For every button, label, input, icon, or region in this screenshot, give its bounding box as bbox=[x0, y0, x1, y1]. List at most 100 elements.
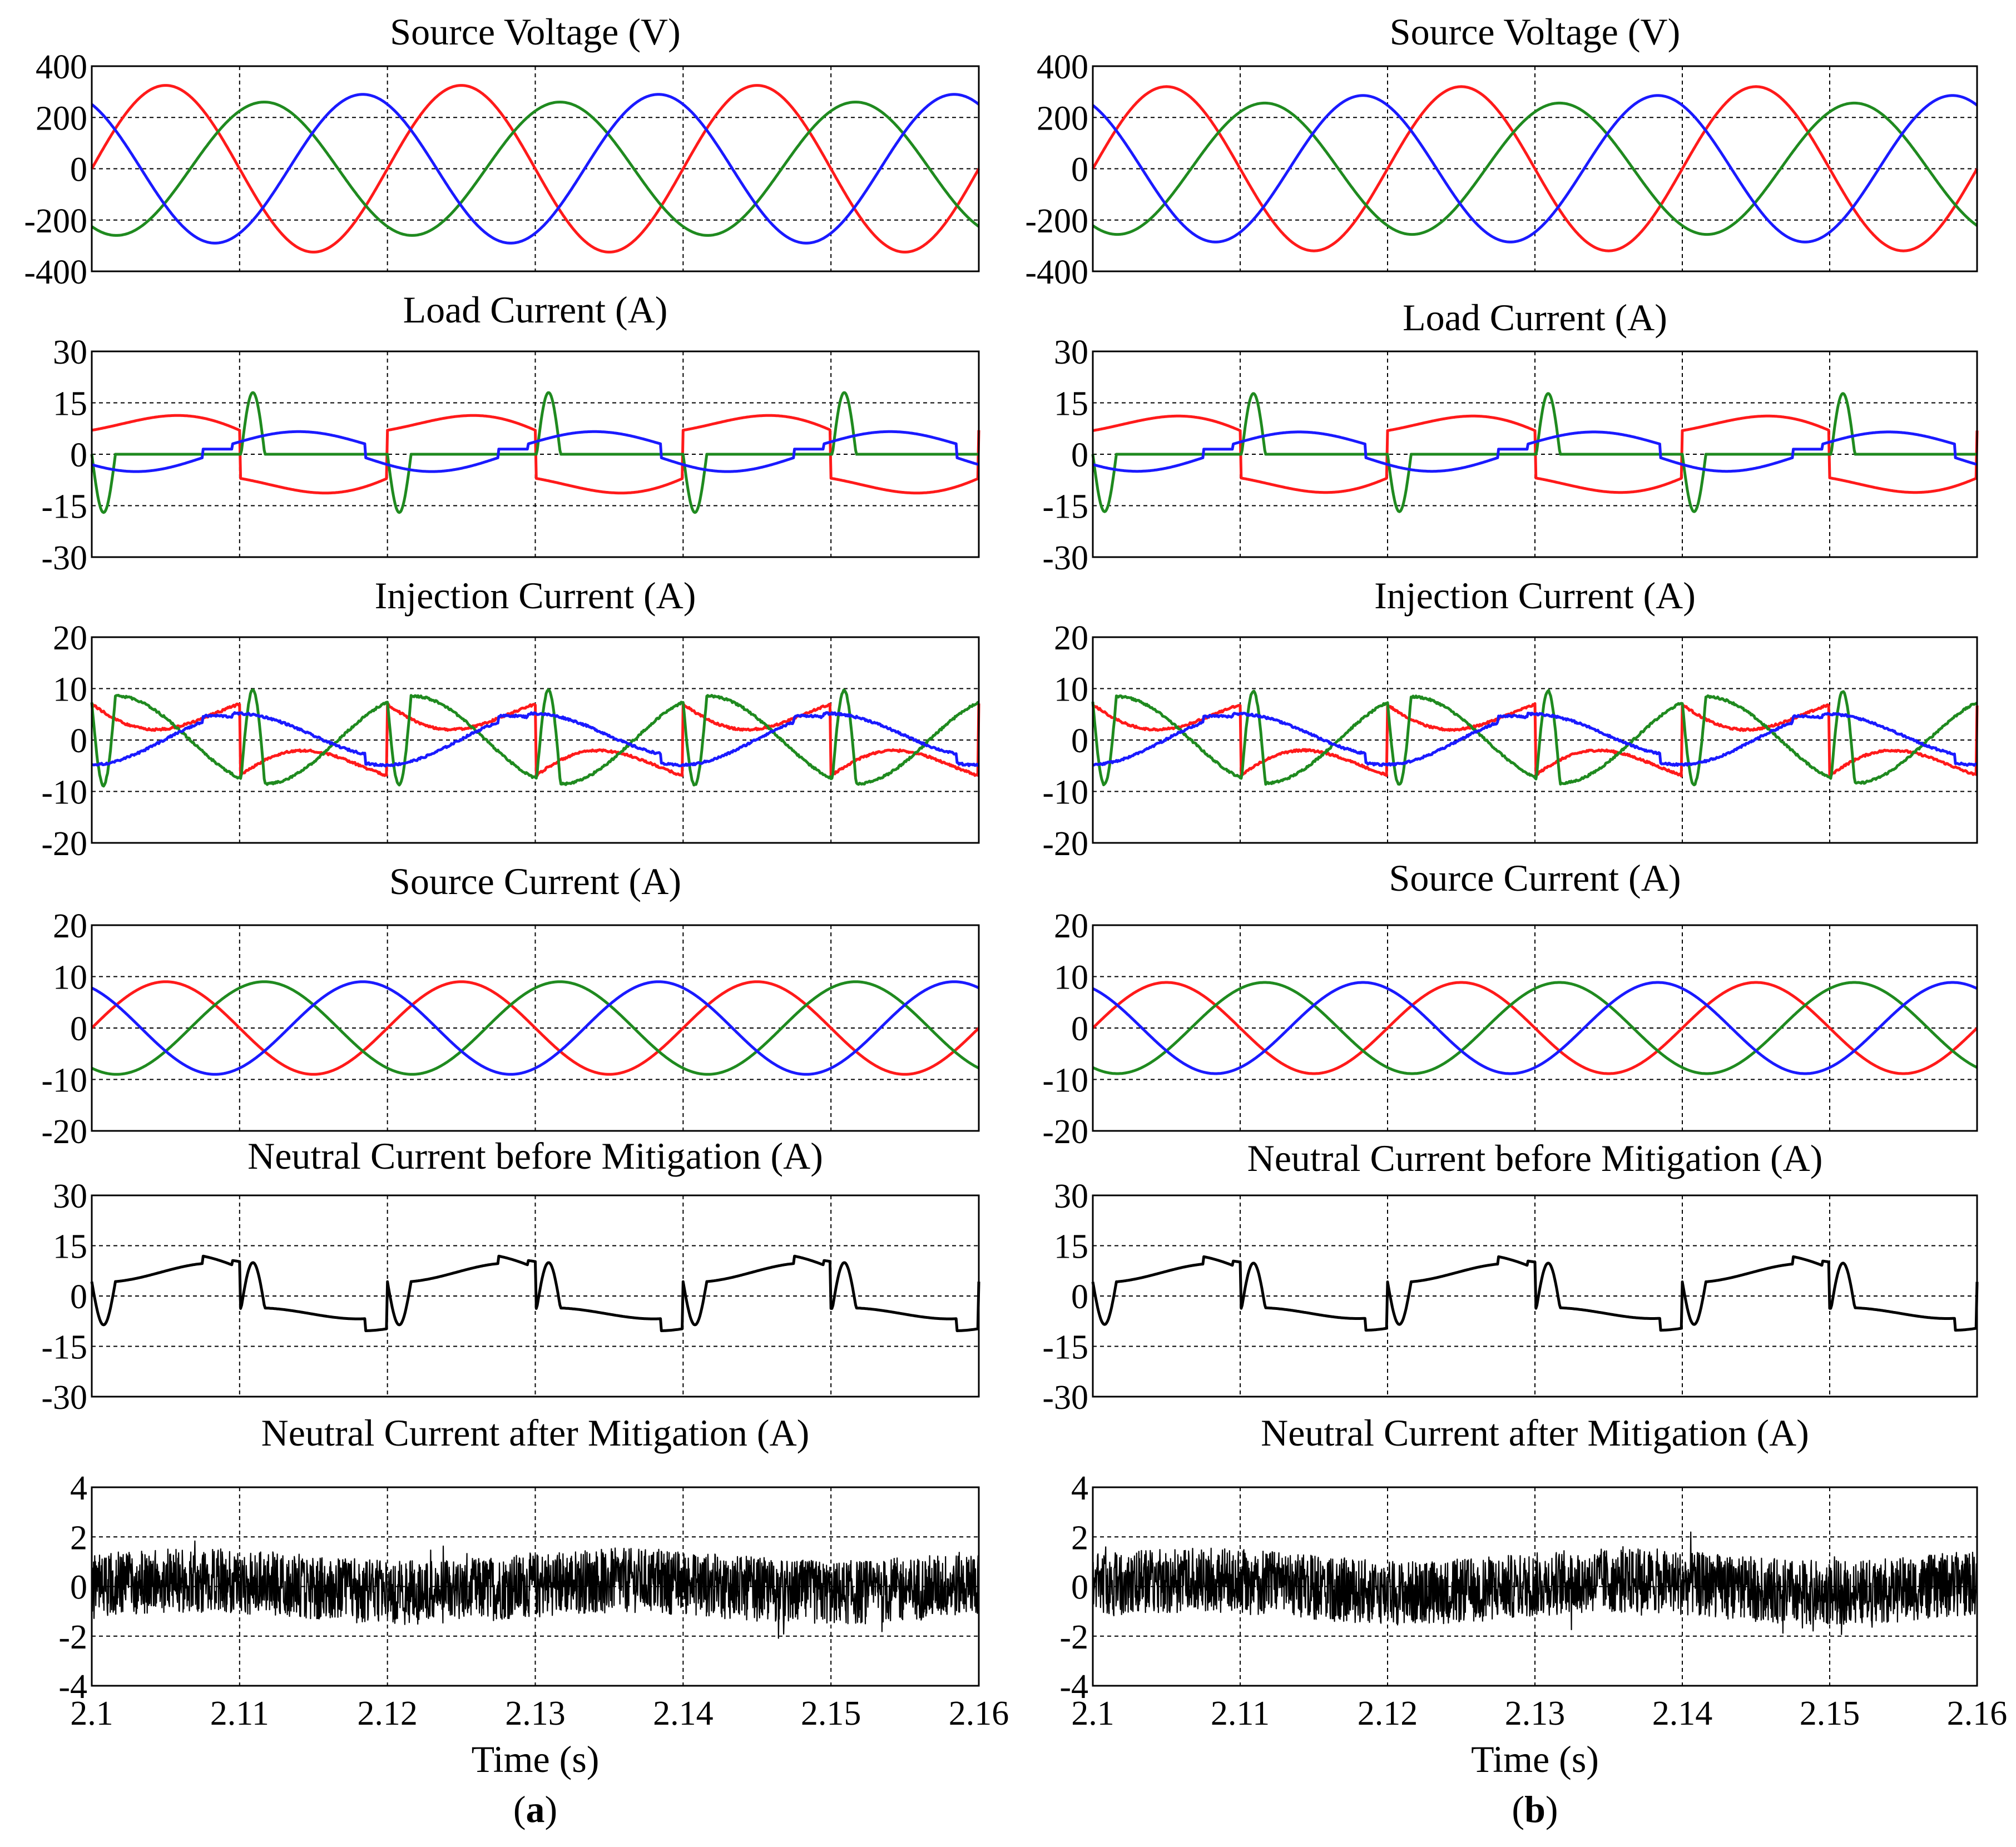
series-phase-c bbox=[91, 430, 979, 473]
y-tick-label: 2 bbox=[1071, 1519, 1088, 1557]
panel-5b: Neutral Current before Mitigation (A) 30 1… bbox=[1042, 1137, 1979, 1417]
series-phase-a bbox=[90, 84, 980, 254]
y-tick-label: -2 bbox=[1059, 1618, 1088, 1656]
column-label: (a) bbox=[513, 1788, 557, 1830]
series-phase-a bbox=[1092, 414, 1979, 494]
y-tick-label: -10 bbox=[41, 1062, 87, 1100]
y-tick-label: 20 bbox=[1054, 619, 1088, 657]
series-neutral bbox=[91, 1540, 980, 1639]
column-label-open: ( bbox=[1512, 1788, 1524, 1830]
series-phase-a bbox=[91, 980, 980, 1076]
plot-frame bbox=[91, 1486, 980, 1687]
y-tick-label: 0 bbox=[70, 151, 87, 189]
series-phase-a bbox=[91, 414, 980, 495]
plot-frame bbox=[1092, 1194, 1978, 1398]
y-tick-label: -30 bbox=[1042, 1379, 1088, 1417]
column-label-letter: b bbox=[1524, 1788, 1546, 1830]
series-phase-b bbox=[1092, 981, 1978, 1075]
y-tick-label: 0 bbox=[70, 1569, 87, 1607]
y-tick-label: 0 bbox=[70, 1278, 87, 1316]
y-tick-label: -20 bbox=[1042, 1113, 1088, 1151]
y-tick-label: 0 bbox=[70, 722, 87, 760]
x-tick-label: 2.16 bbox=[949, 1695, 1009, 1732]
y-tick-label: -4 bbox=[1059, 1668, 1088, 1706]
y-tick-label: -2 bbox=[58, 1618, 87, 1656]
y-tick-label: 0 bbox=[70, 436, 87, 474]
series-neutral bbox=[90, 1254, 980, 1332]
panel-5a: Neutral Current before Mitigation (A) 30 1… bbox=[41, 1135, 980, 1417]
y-tick-label: 10 bbox=[53, 671, 87, 709]
panel-title: Source Current (A) bbox=[389, 860, 681, 902]
y-tick-label: -400 bbox=[24, 254, 87, 291]
y-tick-label: -20 bbox=[41, 825, 87, 863]
y-tick-label: 2 bbox=[70, 1519, 87, 1557]
panel-3b: Injection Current (A) 20 10 0 -10 -20 bbox=[1042, 574, 1979, 863]
y-tick-label: 0 bbox=[70, 1010, 87, 1048]
panel-title: Load Current (A) bbox=[403, 289, 668, 331]
y-tick-label: 200 bbox=[1037, 100, 1088, 137]
panel-4a: Source Current (A) 20 10 0 -10 -20 bbox=[41, 860, 980, 1151]
y-tick-label: -30 bbox=[41, 539, 87, 577]
panel-6a: Neutral Current after Mitigation (A) 4 2 0 -… bbox=[58, 1412, 1009, 1830]
y-tick-label: -200 bbox=[1025, 202, 1088, 240]
panel-title: Source Voltage (V) bbox=[390, 11, 680, 53]
y-tick-label: -15 bbox=[1042, 488, 1088, 526]
plot-frame bbox=[91, 924, 980, 1132]
series-neutral bbox=[1091, 1255, 1979, 1332]
y-tick-label: 10 bbox=[1054, 959, 1088, 997]
x-tick-label: 2.13 bbox=[1505, 1695, 1566, 1732]
panel-title: Neutral Current before Mitigation (A) bbox=[247, 1135, 823, 1177]
series-phase-a bbox=[91, 702, 980, 777]
series-phase-c bbox=[1092, 711, 1978, 767]
series-phase-c bbox=[1092, 981, 1978, 1075]
y-tick-label: -10 bbox=[41, 774, 87, 812]
panel-title: Source Voltage (V) bbox=[1390, 11, 1680, 53]
x-tick-label: 2.1 bbox=[1071, 1695, 1115, 1732]
plot-frame bbox=[1092, 65, 1978, 272]
column-label-open: ( bbox=[513, 1788, 526, 1830]
column-label-close: ) bbox=[545, 1788, 558, 1830]
series-phase-c bbox=[1092, 94, 1978, 244]
y-tick-label: -10 bbox=[1042, 774, 1088, 812]
series-phase-a bbox=[1091, 85, 1979, 252]
column-label: (b) bbox=[1512, 1788, 1558, 1830]
panel-4b: Source Current (A) 20 10 0 -10 -20 bbox=[1042, 857, 1978, 1151]
panel-3a: Injection Current (A) 20 10 0 -10 -20 bbox=[41, 574, 980, 863]
plot-frame bbox=[91, 350, 980, 558]
series-phase-c bbox=[1092, 430, 1978, 473]
series-phase-b bbox=[1091, 392, 1978, 513]
series-phase-b bbox=[1092, 101, 1978, 236]
x-tick-label: 2.16 bbox=[1947, 1695, 2008, 1732]
column-label-close: ) bbox=[1546, 1788, 1558, 1830]
y-tick-label: 10 bbox=[1054, 671, 1088, 709]
panel-title: Neutral Current before Mitigation (A) bbox=[1247, 1137, 1823, 1179]
y-tick-label: -15 bbox=[41, 488, 87, 526]
x-axis-label: Time (s) bbox=[1471, 1738, 1599, 1780]
panel-title: Neutral Current after Mitigation (A) bbox=[261, 1412, 810, 1454]
y-tick-label: 0 bbox=[1071, 1569, 1088, 1607]
series-phase-a bbox=[1092, 702, 1979, 778]
y-tick-label: -30 bbox=[1042, 539, 1088, 577]
y-tick-label: 20 bbox=[53, 619, 87, 657]
plot-frame bbox=[1092, 350, 1978, 558]
x-tick-label: 2.15 bbox=[801, 1695, 861, 1732]
panel-title: Neutral Current after Mitigation (A) bbox=[1261, 1412, 1809, 1454]
y-tick-label: 30 bbox=[1054, 334, 1088, 371]
y-tick-label: 20 bbox=[53, 907, 87, 945]
y-tick-label: 15 bbox=[1054, 385, 1088, 423]
x-tick-label: 2.11 bbox=[1211, 1695, 1270, 1732]
series-neutral bbox=[1092, 1531, 1978, 1635]
panel-title: Source Current (A) bbox=[1389, 857, 1681, 899]
x-tick-label: 2.13 bbox=[505, 1695, 566, 1732]
plot-frame bbox=[1092, 636, 1978, 844]
series-phase-b bbox=[90, 391, 979, 514]
y-tick-label: -200 bbox=[24, 202, 87, 240]
x-tick-label: 2.14 bbox=[653, 1695, 714, 1732]
panel-title: Load Current (A) bbox=[1403, 296, 1667, 339]
x-axis-label: Time (s) bbox=[472, 1738, 600, 1780]
y-tick-label: -20 bbox=[1042, 825, 1088, 863]
x-tick-label: 2.11 bbox=[210, 1695, 269, 1732]
y-tick-label: 30 bbox=[1054, 1178, 1088, 1215]
y-tick-label: 15 bbox=[53, 385, 87, 423]
